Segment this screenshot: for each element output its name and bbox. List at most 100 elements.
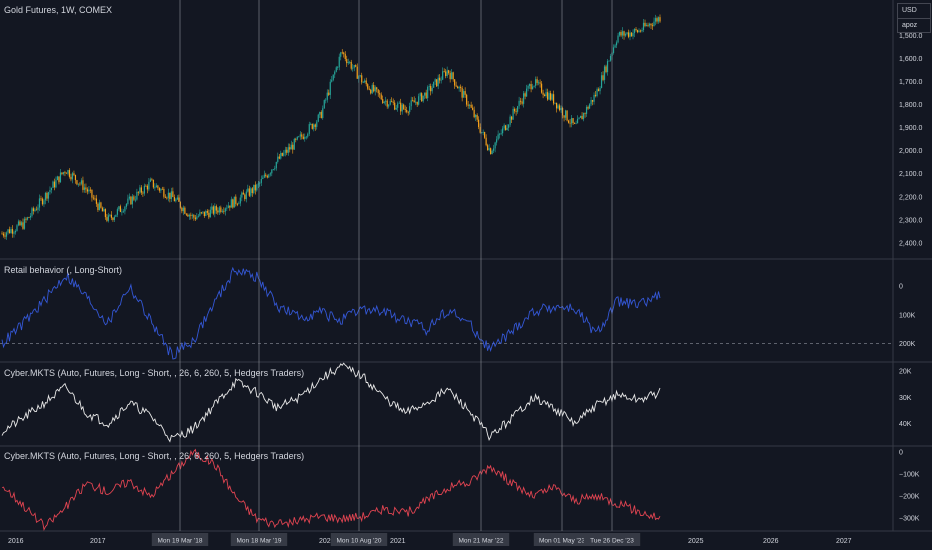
price-candle-body — [151, 179, 153, 181]
price-candle-body — [537, 82, 540, 84]
price-candle-body — [618, 32, 621, 36]
price-candle-body — [37, 207, 39, 210]
price-candle-body — [654, 18, 657, 22]
price-candle-body — [455, 85, 457, 87]
price-candle-body — [319, 111, 321, 115]
price-candle-body — [196, 216, 198, 220]
price-candle-body — [509, 116, 511, 125]
price-candle-body — [362, 82, 364, 83]
price-candle-body — [226, 207, 228, 209]
price-candle-body — [155, 185, 157, 188]
price-candle-body — [570, 118, 573, 124]
price-candle-body — [2, 233, 5, 236]
price-candle-body — [274, 168, 276, 170]
price-candle-body — [653, 21, 655, 27]
price-candle-body — [404, 109, 406, 111]
price-candle-body — [406, 110, 408, 112]
crosshair-date-label: Mon 21 Mar '22 — [459, 538, 504, 545]
price-candle-body — [170, 191, 172, 199]
retail-indicator-title[interactable]: Retail behavior (, Long-Short) — [4, 265, 123, 275]
price-candle-body — [92, 197, 95, 199]
scale-mode-label[interactable]: apoz — [898, 18, 930, 33]
price-candle-body — [555, 102, 558, 109]
price-candle-body — [101, 207, 104, 212]
price-candle-body — [481, 132, 483, 134]
price-candle-body — [322, 108, 324, 119]
price-candle-body — [416, 101, 418, 105]
price-candle-body — [125, 203, 128, 207]
price-candle-body — [298, 136, 300, 138]
price-candle-body — [248, 188, 250, 196]
price-candle-body — [68, 170, 71, 177]
price-candle-body — [579, 115, 582, 118]
symbol-title[interactable]: Gold Futures, 1W, COMEX — [4, 5, 113, 15]
price-candle-body — [528, 84, 531, 86]
price-candle-body — [368, 88, 370, 90]
price-candle-body — [434, 79, 436, 82]
price-tick-label: 1,600.0 — [899, 56, 922, 63]
indicator-tick-label: 0 — [899, 284, 903, 291]
price-candle-body — [283, 152, 285, 156]
price-candle-body — [266, 176, 268, 178]
price-candle-body — [160, 188, 162, 191]
currency-label[interactable]: USD — [902, 7, 917, 14]
crosshair-date-box — [583, 533, 641, 546]
price-candle-body — [280, 152, 282, 159]
price-candle-body — [25, 218, 27, 220]
price-candle-body — [116, 209, 119, 215]
price-candle-body — [178, 197, 180, 202]
price-candle-body — [608, 60, 610, 62]
price-scale-menu[interactable]: USD apoz — [897, 3, 931, 33]
cyber-indicator-title-1[interactable]: Cyber.MKTS (Auto, Futures, Long - Short,… — [4, 368, 305, 378]
grid-layer — [0, 0, 932, 532]
price-candle-body — [47, 192, 50, 199]
price-candle-body — [241, 192, 243, 198]
price-candle-body — [377, 89, 379, 94]
price-candle-body — [289, 147, 291, 150]
price-candle-body — [220, 207, 222, 212]
price-candle-body — [127, 198, 129, 204]
price-tick-label: 1,900.0 — [899, 125, 922, 132]
price-candle-body — [217, 210, 219, 213]
price-candle-body — [77, 183, 80, 185]
price-candle-body — [496, 139, 498, 143]
price-tick-label: 2,300.0 — [899, 217, 922, 224]
price-candle-body — [167, 192, 169, 198]
price-candle-body — [20, 222, 23, 226]
price-candle-body — [469, 104, 471, 106]
price-candle-body — [307, 133, 309, 137]
price-candle-body — [215, 206, 217, 211]
crosshair-date-box — [230, 533, 288, 546]
price-candle-body — [346, 58, 348, 64]
price-candle-body — [206, 210, 208, 213]
price-candle-body — [311, 123, 313, 129]
price-candle-body — [205, 210, 207, 217]
price-candle-body — [46, 192, 48, 199]
price-candle-body — [554, 102, 556, 104]
price-candle-body — [401, 104, 403, 112]
price-candle-body — [106, 217, 108, 221]
price-candle-body — [338, 56, 340, 68]
price-candle-body — [521, 101, 523, 104]
price-candle-body — [166, 197, 168, 199]
price-candle-body — [181, 207, 183, 212]
price-candle-body — [335, 67, 337, 72]
indicator-tick-label: 100K — [899, 312, 916, 319]
price-candle-body — [587, 106, 589, 109]
price-candle-body — [431, 87, 433, 92]
price-candle-body — [145, 185, 147, 187]
price-candle-body — [582, 113, 585, 120]
price-candle-body — [233, 196, 235, 208]
cyber-indicator-title-2[interactable]: Cyber.MKTS (Auto, Futures, Long - Short,… — [4, 451, 305, 461]
price-candle-body — [115, 214, 117, 217]
price-candle-body — [41, 198, 44, 205]
price-candle-body — [382, 99, 384, 104]
price-candle-body — [184, 207, 186, 214]
price-tick-label: 2,100.0 — [899, 171, 922, 178]
price-candle-body — [203, 211, 205, 217]
price-candle-body — [197, 215, 199, 217]
price-candle-body — [567, 120, 570, 123]
price-candle-body — [230, 199, 232, 208]
price-candle-body — [386, 100, 388, 107]
